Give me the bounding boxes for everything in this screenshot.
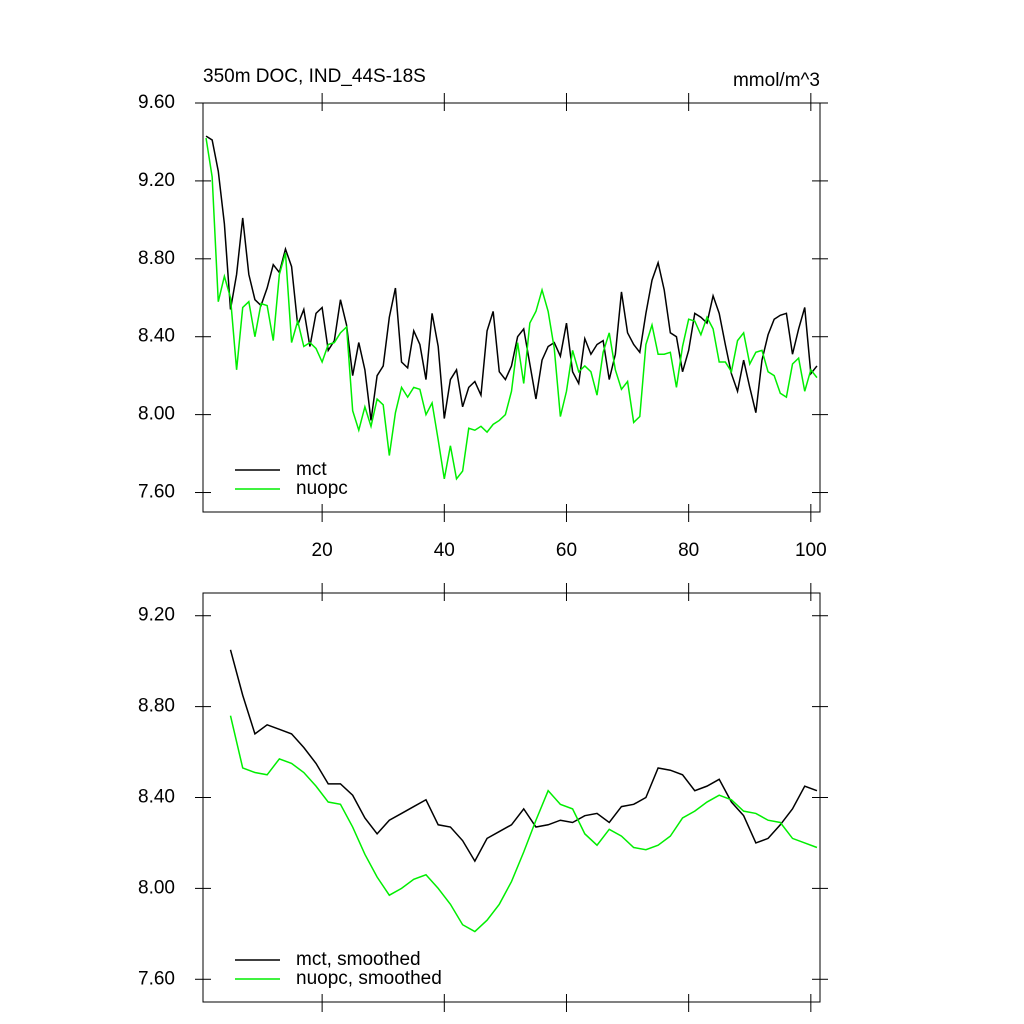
y-tick-label: 8.40 [138,787,175,808]
legend-label: nuopc [296,478,348,499]
x-tick-label: 40 [434,540,455,561]
data-line [205,135,818,421]
y-tick-label: 8.80 [138,248,175,269]
legend-label: mct [296,459,327,480]
y-tick-label: 9.20 [138,170,175,191]
data-line [205,137,818,481]
x-tick-label: 20 [312,540,333,561]
y-tick-label: 7.60 [138,968,175,989]
x-tick-label: 60 [556,540,577,561]
data-line [229,649,818,863]
plot-frame [202,102,821,513]
y-tick-label: 8.80 [138,696,175,717]
x-tick-label: 80 [678,540,699,561]
y-tick-label: 8.00 [138,877,175,898]
y-tick-label: 9.20 [138,605,175,626]
chart-title: 350m DOC, IND_44S-18S [203,66,426,87]
units-label: mmol/m^3 [733,70,820,91]
legend-label: nuopc, smoothed [296,968,442,989]
y-tick-label: 9.60 [138,92,175,113]
y-tick-label: 8.00 [138,404,175,425]
legend-label: mct, smoothed [296,949,421,970]
x-tick-label: 100 [795,540,827,561]
y-tick-label: 8.40 [138,326,175,347]
data-line [229,715,818,933]
y-tick-label: 7.60 [138,482,175,503]
